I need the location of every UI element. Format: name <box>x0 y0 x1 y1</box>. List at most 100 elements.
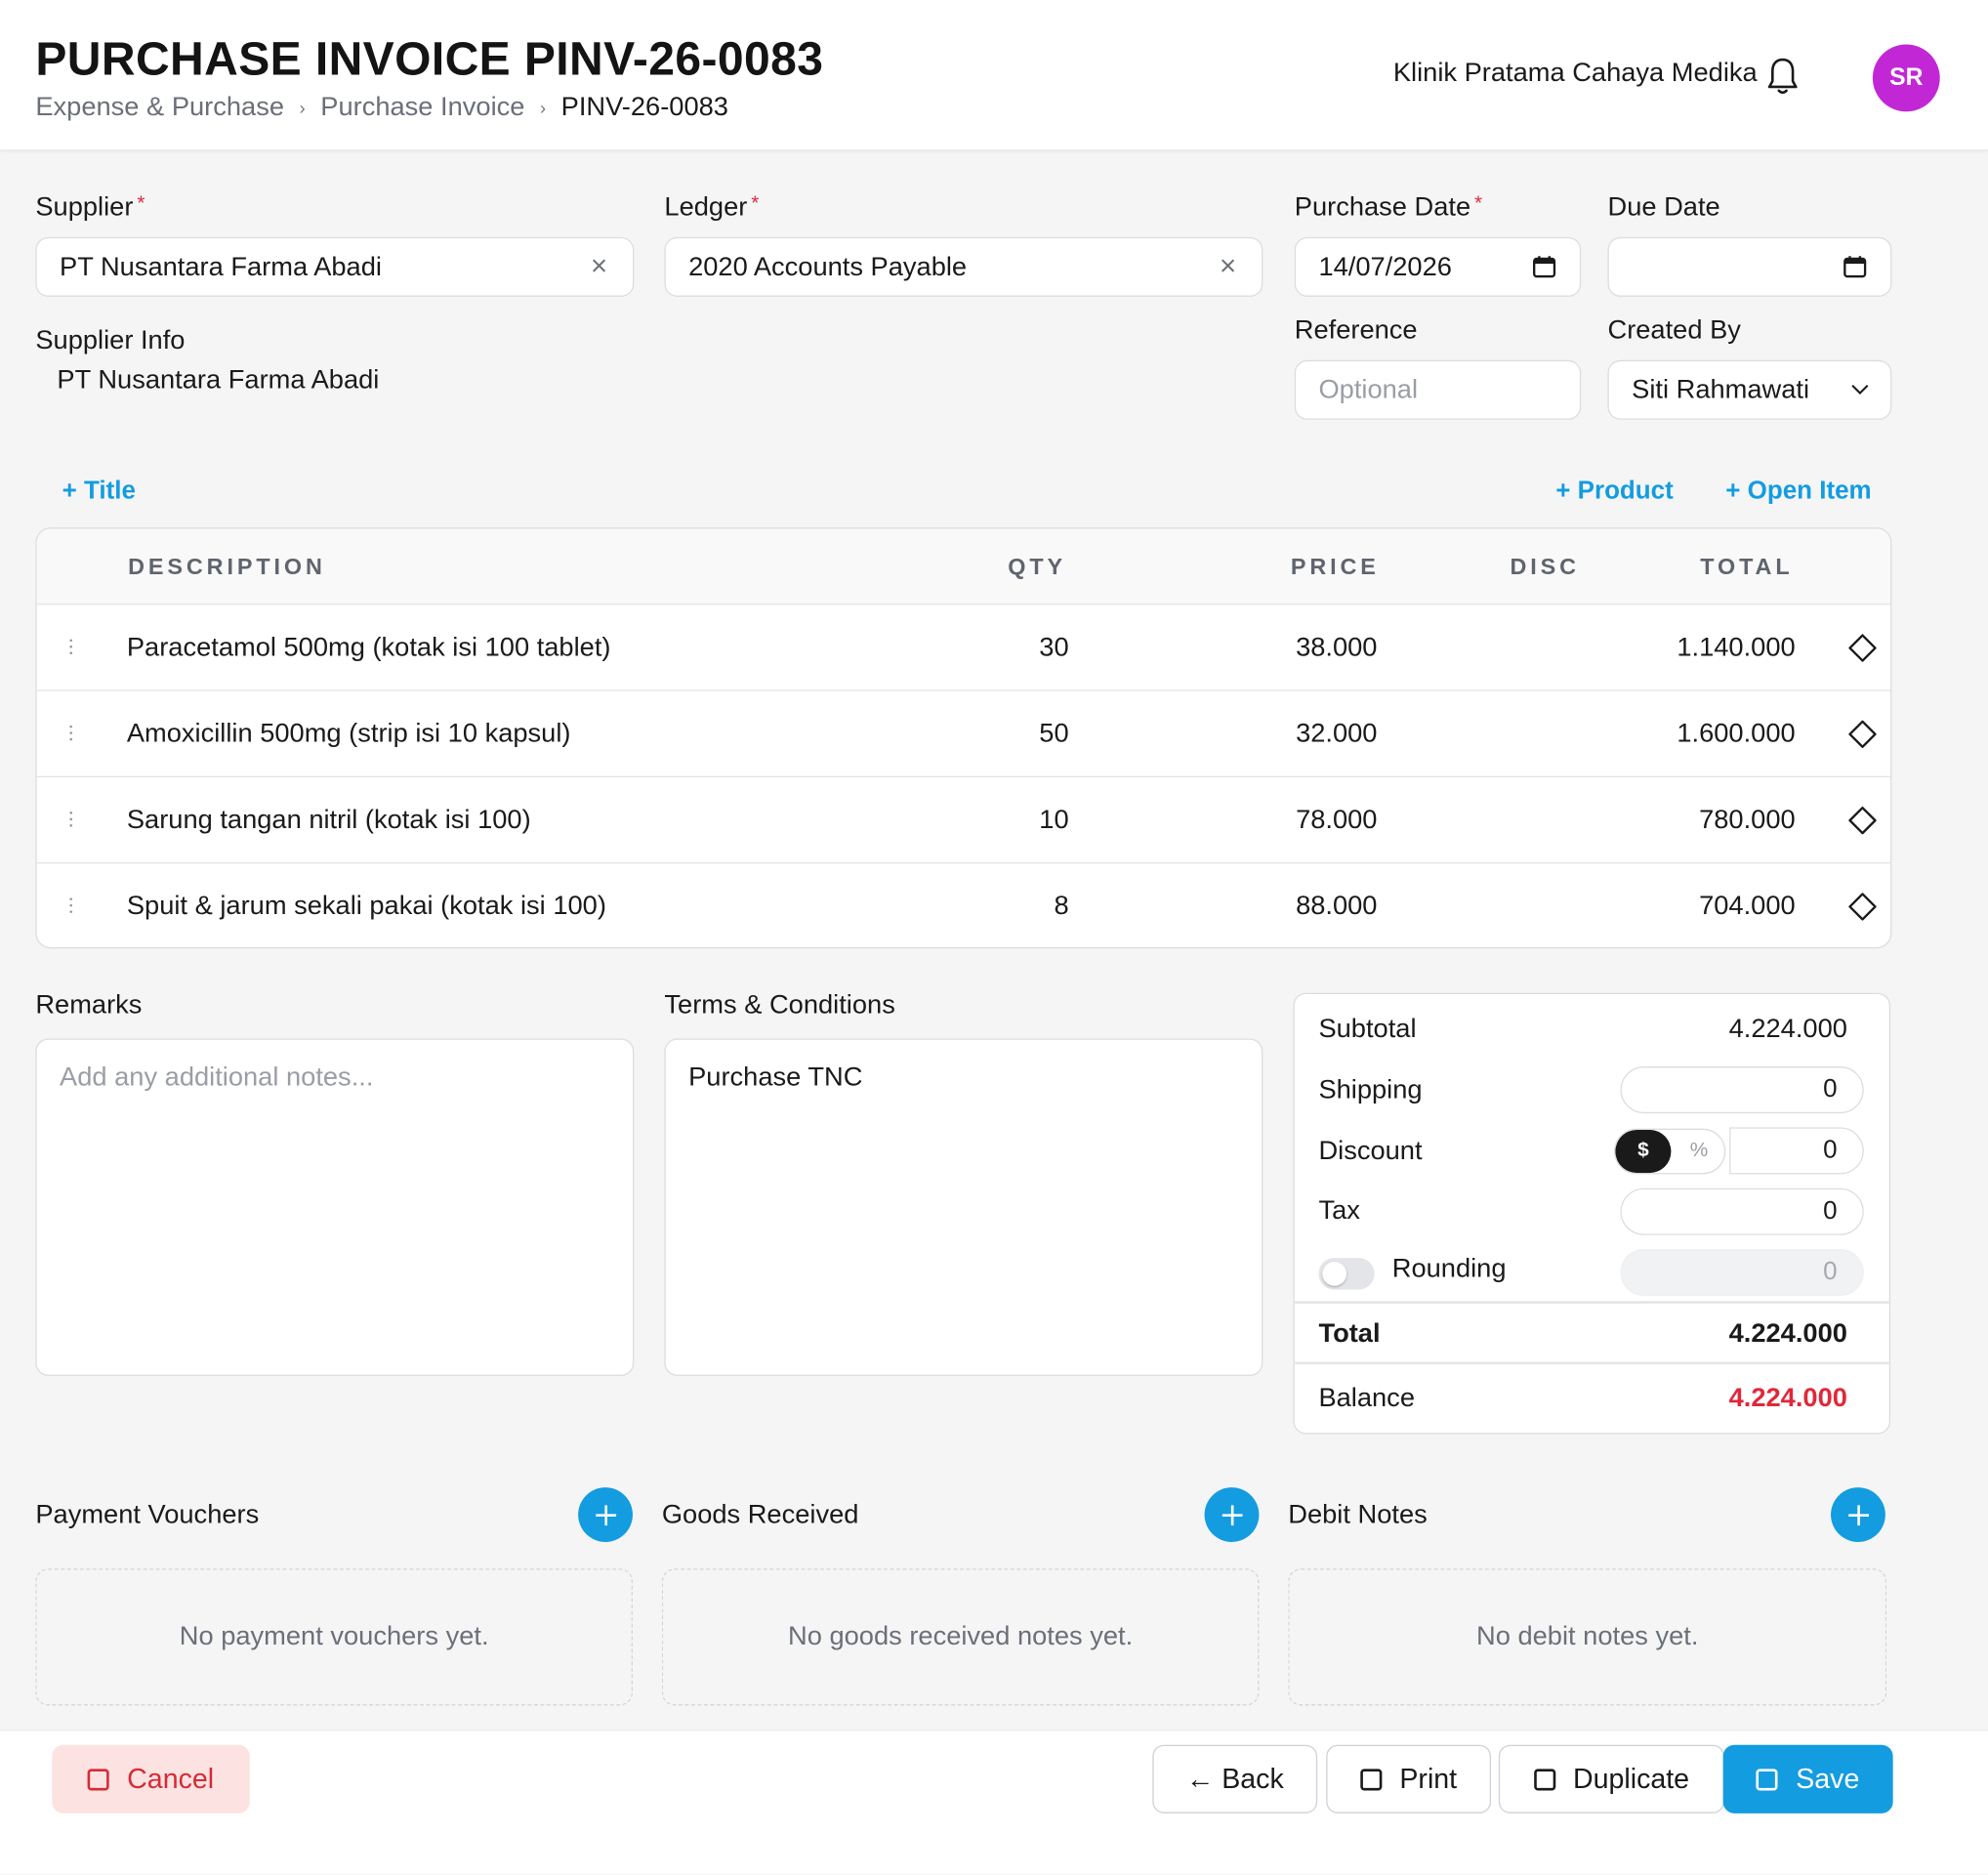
ledger-label: Ledger * <box>664 192 760 223</box>
add-product-link[interactable]: + Product <box>1555 477 1674 505</box>
rounding-label: Rounding <box>1391 1254 1507 1284</box>
item-price[interactable]: 38.000 <box>1296 632 1378 662</box>
page-title: PURCHASE INVOICE PINV-26-0083 <box>35 32 824 85</box>
item-price[interactable]: 78.000 <box>1296 805 1378 835</box>
balance-value: 4.224.000 <box>1728 1383 1847 1413</box>
table-row[interactable]: Spuit & jarum sekali pakai (kotak isi 10… <box>37 863 1890 947</box>
clear-icon[interactable] <box>591 258 607 274</box>
toggle-knob <box>1322 1262 1347 1286</box>
column-header-total: TOTAL <box>1700 554 1794 580</box>
clear-icon[interactable] <box>1220 258 1236 274</box>
table-row[interactable]: Amoxicillin 500mg (strip isi 10 kapsul) … <box>36 691 1891 777</box>
terms-value: Purchase TNC <box>688 1062 863 1093</box>
plus-icon <box>595 1504 616 1525</box>
item-qty[interactable]: 8 <box>1054 891 1069 921</box>
breadcrumb-item-purchase-invoice[interactable]: Purchase Invoice <box>320 92 525 122</box>
item-qty[interactable]: 30 <box>1039 632 1069 662</box>
drag-handle-icon[interactable] <box>67 637 75 657</box>
print-button[interactable]: Print <box>1326 1744 1492 1813</box>
breadcrumb-item-current: PINV-26-0083 <box>560 92 728 122</box>
column-header-qty: QTY <box>1008 554 1067 580</box>
subtotal-label: Subtotal <box>1318 1014 1417 1044</box>
column-header-price: PRICE <box>1290 554 1380 580</box>
table-row[interactable]: Paracetamol 500mg (kotak isi 100 tablet)… <box>36 604 1891 691</box>
item-qty[interactable]: 10 <box>1039 805 1069 835</box>
due-date-label: Due Date <box>1607 192 1720 223</box>
table-header: DESCRIPTION QTY PRICE DISC TOTAL <box>36 528 1891 605</box>
calendar-icon[interactable] <box>1843 254 1868 279</box>
payment-vouchers-empty: No payment vouchers yet. <box>35 1568 633 1706</box>
goods-received-title: Goods Received <box>661 1500 859 1529</box>
ledger-select[interactable]: 2020 Accounts Payable <box>664 236 1263 297</box>
item-description[interactable]: Amoxicillin 500mg (strip isi 10 kapsul) <box>126 719 571 749</box>
calendar-icon[interactable] <box>1532 254 1557 279</box>
clinic-name[interactable]: Klinik Pratama Cahaya Medika <box>1392 58 1758 88</box>
reference-input[interactable]: Optional <box>1294 359 1582 420</box>
drag-handle-icon[interactable] <box>67 723 75 743</box>
plus-icon <box>1222 1504 1242 1525</box>
purchase-date-value: 14/07/2026 <box>1318 251 1452 281</box>
payment-vouchers-title: Payment Vouchers <box>35 1500 260 1529</box>
remarks-label: Remarks <box>35 990 143 1020</box>
breadcrumb: Expense & Purchase › Purchase Invoice › … <box>35 93 728 123</box>
remarks-placeholder: Add any additional notes... <box>60 1062 374 1093</box>
discount-mode-percent[interactable]: % <box>1689 1140 1709 1162</box>
item-description[interactable]: Sarung tangan nitril (kotak isi 100) <box>126 805 531 835</box>
created-by-select[interactable]: Siti Rahmawati <box>1607 359 1892 420</box>
item-total: 780.000 <box>1699 805 1796 835</box>
bell-icon[interactable] <box>1766 56 1800 97</box>
shipping-label: Shipping <box>1318 1075 1423 1104</box>
diamond-icon[interactable] <box>1847 719 1878 749</box>
created-by-label: Created By <box>1607 315 1741 346</box>
due-date-input[interactable] <box>1607 236 1892 297</box>
add-goods-received-button[interactable] <box>1204 1487 1260 1542</box>
item-description[interactable]: Paracetamol 500mg (kotak isi 100 tablet) <box>126 632 611 662</box>
terms-textarea[interactable]: Purchase TNC <box>664 1038 1263 1376</box>
item-description[interactable]: Spuit & jarum sekali pakai (kotak isi 10… <box>126 891 606 921</box>
cancel-button[interactable]: Cancel <box>52 1744 250 1813</box>
supplier-info-value: PT Nusantara Farma Abadi <box>57 364 380 395</box>
created-by-value: Siti Rahmawati <box>1632 374 1810 404</box>
rounding-toggle[interactable] <box>1318 1258 1375 1290</box>
item-total: 1.600.000 <box>1677 719 1796 749</box>
breadcrumb-item-expense[interactable]: Expense & Purchase <box>35 92 285 122</box>
square-icon <box>1360 1768 1383 1790</box>
discount-mode-toggle[interactable]: $ % <box>1613 1128 1726 1175</box>
ledger-value: 2020 Accounts Payable <box>688 251 968 281</box>
item-price[interactable]: 32.000 <box>1296 719 1378 749</box>
debit-notes-empty: No debit notes yet. <box>1288 1568 1887 1706</box>
subtotal-value: 4.224.000 <box>1728 1014 1847 1044</box>
discount-mode-amount[interactable]: $ <box>1615 1129 1672 1174</box>
remarks-textarea[interactable]: Add any additional notes... <box>35 1038 635 1376</box>
save-button[interactable]: Save <box>1722 1744 1893 1813</box>
back-button[interactable]: ← Back <box>1152 1744 1318 1813</box>
duplicate-button[interactable]: Duplicate <box>1498 1744 1724 1813</box>
supplier-select[interactable]: PT Nusantara Farma Abadi <box>35 236 635 297</box>
table-row[interactable]: Sarung tangan nitril (kotak isi 100) 10 … <box>36 777 1891 864</box>
shipping-input[interactable]: 0 <box>1620 1066 1864 1114</box>
column-header-description: DESCRIPTION <box>128 554 326 580</box>
tax-input[interactable]: 0 <box>1620 1188 1864 1235</box>
debit-notes-title: Debit Notes <box>1288 1500 1428 1529</box>
item-qty[interactable]: 50 <box>1039 719 1069 749</box>
add-debit-note-button[interactable] <box>1831 1487 1885 1542</box>
item-total: 1.140.000 <box>1677 632 1796 662</box>
diamond-icon[interactable] <box>1847 806 1878 836</box>
add-payment-voucher-button[interactable] <box>578 1487 633 1542</box>
goods-received-empty: No goods received notes yet. <box>661 1568 1260 1706</box>
plus-icon <box>1847 1504 1869 1525</box>
drag-handle-icon[interactable] <box>67 896 75 916</box>
diamond-icon[interactable] <box>1847 633 1878 663</box>
divider <box>1294 1361 1889 1364</box>
discount-input[interactable]: 0 <box>1729 1127 1864 1175</box>
diamond-icon[interactable] <box>1847 892 1878 922</box>
add-open-item-link[interactable]: + Open Item <box>1725 477 1872 505</box>
purchase-date-input[interactable]: 14/07/2026 <box>1294 236 1582 297</box>
drag-handle-icon[interactable] <box>67 809 75 829</box>
item-price[interactable]: 88.000 <box>1296 891 1378 921</box>
add-title-link[interactable]: + Title <box>62 477 136 505</box>
page-header: PURCHASE INVOICE PINV-26-0083 Expense & … <box>0 0 1988 151</box>
item-total: 704.000 <box>1699 891 1796 921</box>
user-avatar[interactable]: SR <box>1872 44 1940 112</box>
breadcrumb-separator: › <box>540 97 547 118</box>
